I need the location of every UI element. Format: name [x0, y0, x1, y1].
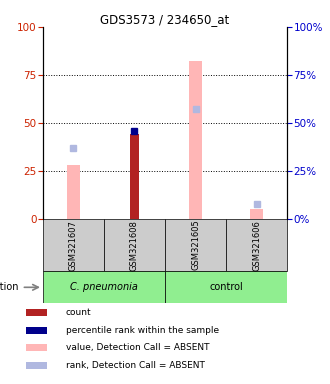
Bar	[43, 219, 104, 271]
Text: GSM321605: GSM321605	[191, 220, 200, 270]
Text: control: control	[209, 282, 243, 292]
Text: C. pneumonia: C. pneumonia	[70, 282, 138, 292]
Bar	[130, 134, 139, 219]
Text: rank, Detection Call = ABSENT: rank, Detection Call = ABSENT	[66, 361, 205, 370]
Bar	[26, 344, 47, 351]
Bar	[250, 209, 263, 219]
Bar	[67, 165, 80, 219]
Text: percentile rank within the sample: percentile rank within the sample	[66, 326, 219, 335]
Text: count: count	[66, 308, 92, 317]
Title: GDS3573 / 234650_at: GDS3573 / 234650_at	[100, 13, 230, 26]
Bar	[165, 271, 287, 303]
Text: GSM321607: GSM321607	[69, 220, 78, 270]
Bar	[26, 327, 47, 334]
Bar	[26, 362, 47, 369]
Bar	[26, 309, 47, 316]
Bar	[104, 219, 165, 271]
Text: GSM321606: GSM321606	[252, 220, 261, 270]
Bar	[189, 61, 202, 219]
Text: value, Detection Call = ABSENT: value, Detection Call = ABSENT	[66, 343, 210, 353]
Bar	[165, 219, 226, 271]
Text: GSM321608: GSM321608	[130, 220, 139, 270]
Bar	[226, 219, 287, 271]
Text: infection: infection	[0, 282, 18, 292]
Bar	[43, 271, 165, 303]
